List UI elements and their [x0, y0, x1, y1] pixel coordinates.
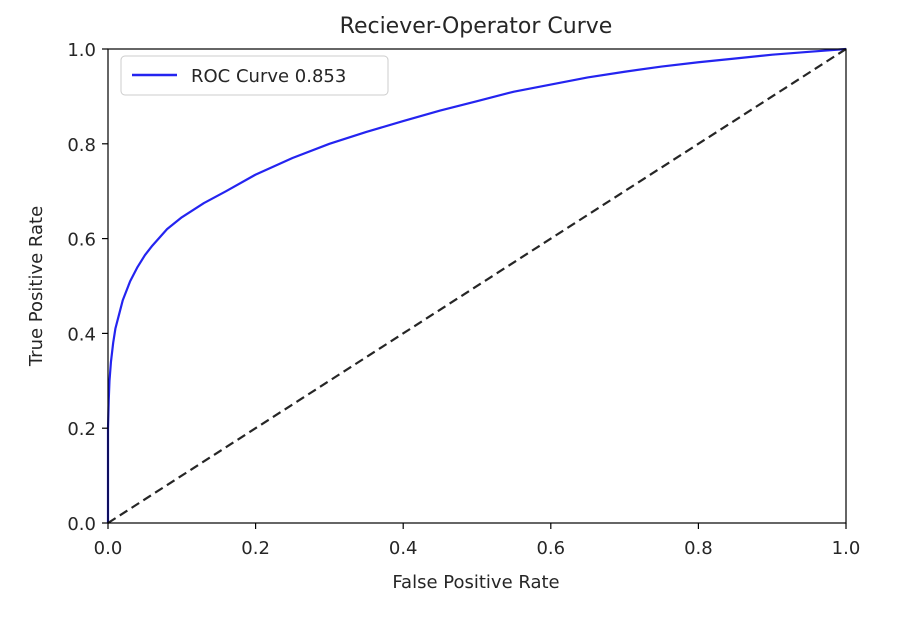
roc-curve-line [106, 47, 847, 523]
y-tick-label: 0.0 [67, 514, 96, 535]
y-tick-label: 0.8 [67, 135, 96, 156]
plot-frame [107, 48, 847, 524]
y-tick-label: 0.2 [67, 419, 96, 440]
y-tick-label: 0.6 [67, 230, 96, 251]
plot-area: 0.0 0.2 0.4 0.6 0.8 1.0 0.0 0.2 0.4 0.6 0.8 1.0 [67, 40, 860, 559]
y-tick-label: 1.0 [67, 40, 96, 61]
legend-box [120, 55, 389, 96]
x-axis-label: False Positive Rate [392, 572, 559, 593]
x-tick-label: 0.0 [94, 538, 123, 559]
x-tick-label: 0.8 [684, 538, 713, 559]
x-tick-label: 0.6 [536, 538, 565, 559]
y-tick-label: 0.4 [67, 324, 96, 345]
legend: ROC Curve 0.853 [120, 55, 389, 96]
x-tick-label: 0.4 [389, 538, 418, 559]
y-axis-label: True Positive Rate [26, 206, 47, 367]
chance-diagonal-line [107, 48, 847, 524]
chart-title: Reciever-Operator Curve [340, 14, 613, 39]
legend-label-roc: ROC Curve 0.853 [191, 66, 346, 87]
x-tick-label: 0.2 [241, 538, 270, 559]
x-tick-label: 1.0 [832, 538, 861, 559]
